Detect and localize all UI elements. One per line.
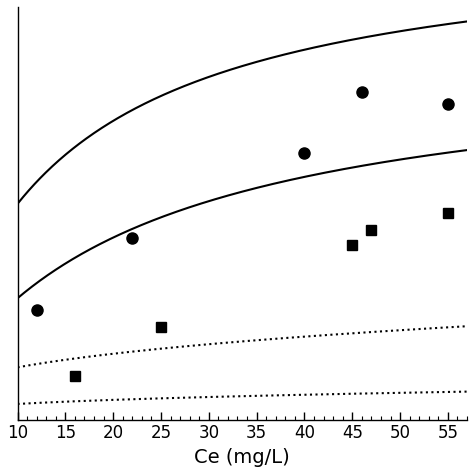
X-axis label: Ce (mg/L): Ce (mg/L) xyxy=(194,448,290,467)
